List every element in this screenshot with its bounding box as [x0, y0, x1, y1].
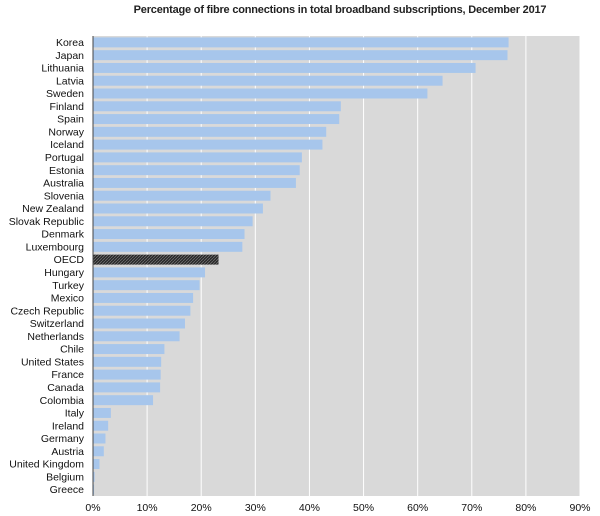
- category-label: Ireland: [52, 420, 84, 432]
- category-label: OECD: [54, 254, 85, 266]
- x-tick-label: 30%: [245, 502, 266, 514]
- bar-new-zealand: [93, 203, 263, 214]
- category-label: Finland: [50, 101, 85, 113]
- bar-sweden: [93, 88, 428, 99]
- category-label: New Zealand: [22, 203, 84, 215]
- category-label: Norway: [48, 126, 84, 138]
- bar-austria: [93, 446, 104, 457]
- category-label: Korea: [56, 37, 84, 49]
- category-label: Sweden: [46, 88, 84, 100]
- gridlines: [146, 36, 581, 496]
- x-tick-label: 40%: [299, 502, 320, 514]
- category-label: Italy: [65, 408, 85, 420]
- x-tick-label: 80%: [515, 502, 536, 514]
- category-labels: KoreaJapanLithuaniaLatviaSwedenFinlandSp…: [9, 37, 85, 496]
- bar-canada: [93, 382, 161, 393]
- bar-czech-republic: [93, 305, 191, 316]
- category-label: France: [51, 369, 84, 381]
- bar-estonia: [93, 165, 300, 176]
- bar-mexico: [93, 292, 194, 303]
- x-tick-label: 60%: [407, 502, 428, 514]
- category-label: Slovenia: [44, 190, 84, 202]
- bar-france: [93, 369, 161, 380]
- x-tick-label: 10%: [137, 502, 158, 514]
- category-label: Japan: [55, 50, 84, 62]
- bar-norway: [93, 126, 327, 137]
- x-tick-label: 70%: [461, 502, 482, 514]
- bar-slovenia: [93, 190, 271, 201]
- category-label: Latvia: [56, 75, 84, 87]
- category-label: Luxembourg: [26, 241, 85, 253]
- bar-luxembourg: [93, 241, 243, 252]
- bar-colombia: [93, 395, 154, 406]
- bar-united-states: [93, 356, 162, 367]
- bar-greece: [93, 484, 95, 495]
- category-label: Belgium: [46, 471, 84, 483]
- bar-oecd: [93, 254, 219, 265]
- category-label: Chile: [60, 344, 84, 356]
- bar-iceland: [93, 139, 323, 150]
- bar-slovak-republic: [93, 216, 253, 227]
- category-label: Iceland: [50, 139, 84, 151]
- bar-united-kingdom: [93, 459, 100, 470]
- category-label: Turkey: [52, 280, 84, 292]
- bar-korea: [93, 37, 509, 48]
- x-tick-label: 0%: [85, 502, 100, 514]
- bar-lithuania: [93, 62, 476, 73]
- x-tick-label: 90%: [569, 502, 590, 514]
- category-label: Portugal: [45, 152, 84, 164]
- plot-area: [93, 36, 580, 496]
- category-label: Greece: [50, 484, 85, 496]
- bar-ireland: [93, 420, 109, 431]
- x-tick-label: 20%: [191, 502, 212, 514]
- category-label: Lithuania: [41, 63, 84, 75]
- category-label: Estonia: [49, 165, 84, 177]
- bar-finland: [93, 101, 341, 112]
- bars: [93, 37, 509, 495]
- bar-chile: [93, 344, 165, 355]
- category-label: Colombia: [40, 395, 85, 407]
- category-label: Netherlands: [27, 331, 84, 343]
- category-label: Austria: [51, 446, 84, 458]
- category-label: Spain: [57, 114, 84, 126]
- category-label: Slovak Republic: [9, 216, 84, 228]
- category-label: Mexico: [51, 293, 84, 305]
- category-label: Germany: [41, 433, 85, 445]
- bar-belgium: [93, 471, 95, 482]
- category-label: Hungary: [44, 267, 84, 279]
- category-label: United States: [21, 356, 84, 368]
- bar-japan: [93, 50, 508, 61]
- bar-turkey: [93, 280, 200, 291]
- category-label: Canada: [47, 382, 84, 394]
- bar-denmark: [93, 229, 245, 240]
- chart-title: Percentage of fibre connections in total…: [133, 4, 547, 16]
- category-label: Denmark: [41, 229, 84, 241]
- bar-netherlands: [93, 331, 180, 342]
- bar-germany: [93, 433, 106, 444]
- bar-spain: [93, 114, 340, 125]
- bar-latvia: [93, 75, 443, 86]
- bar-italy: [93, 407, 111, 418]
- category-label: Australia: [43, 178, 84, 190]
- bar-hungary: [93, 267, 206, 278]
- x-tick-label: 50%: [353, 502, 374, 514]
- bar-portugal: [93, 152, 302, 163]
- x-tick-labels: 0% 10% 20% 30% 40% 50% 60% 70% 80% 90%: [85, 502, 590, 514]
- category-label: Czech Republic: [10, 305, 84, 317]
- bar-australia: [93, 177, 296, 188]
- category-label: United Kingdom: [9, 459, 84, 471]
- category-label: Switzerland: [30, 318, 84, 330]
- bar-switzerland: [93, 318, 185, 329]
